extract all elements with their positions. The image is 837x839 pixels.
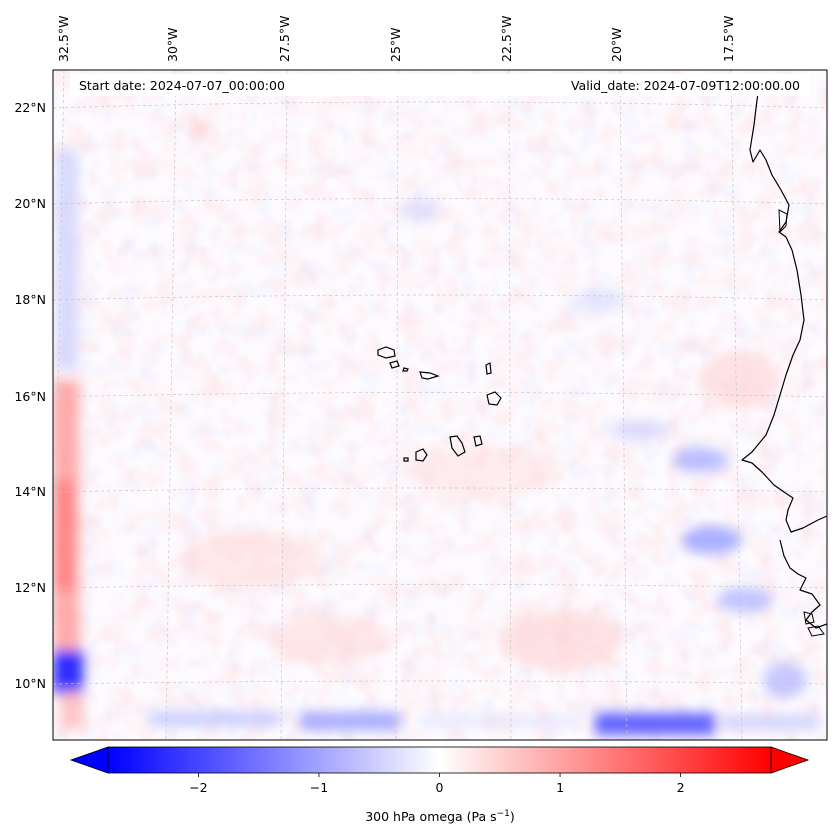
lon-label: 30°W <box>165 27 180 62</box>
start-date-annotation: Start date: 2024-07-07_00:00:00 <box>79 78 285 93</box>
lon-label: 27.5°W <box>277 16 292 62</box>
lon-label: 20°W <box>609 27 624 62</box>
lon-label: 22.5°W <box>499 16 514 62</box>
lon-label: 17.5°W <box>721 16 736 62</box>
lat-label: 10°N <box>14 676 46 691</box>
colorbar-ticks: −2 −1 0 1 2 <box>189 773 685 795</box>
lat-label: 12°N <box>14 580 46 595</box>
colorbar-tick-label: −2 <box>189 780 207 795</box>
colorbar-tick-label: −1 <box>310 780 328 795</box>
cape-verde-islands <box>377 346 502 462</box>
lat-label: 16°N <box>14 389 46 404</box>
map-frame <box>52 69 828 741</box>
lat-label: 20°N <box>14 196 46 211</box>
colorbar-max-extend <box>770 746 810 774</box>
lat-label: 22°N <box>14 100 46 115</box>
colorbar: −2 −1 0 1 2 300 hPa omega (Pa s−1) <box>69 746 810 824</box>
graticule <box>53 70 827 740</box>
colorbar-label: 300 hPa omega (Pa s−1) <box>365 809 515 824</box>
colorbar-tick-label: 2 <box>677 780 685 795</box>
africa-coastline <box>741 79 827 533</box>
colorbar-min-extend <box>69 746 109 774</box>
lon-label: 25°W <box>388 27 403 62</box>
colorbar-tick-label: 1 <box>556 780 564 795</box>
colorbar-gradient <box>107 746 772 774</box>
omega-field <box>53 70 827 740</box>
lat-label: 14°N <box>14 484 46 499</box>
longitude-labels: 32.5°W 30°W 27.5°W 25°W 22.5°W 20°W 17.5… <box>56 16 736 62</box>
valid-date-annotation: Valid_date: 2024-07-09T12:00:00.00 <box>571 78 800 93</box>
colorbar-tick-label: 0 <box>436 780 444 795</box>
africa-coastline-south <box>779 539 827 629</box>
latitude-labels: 22°N 20°N 18°N 16°N 14°N 12°N 10°N <box>14 100 46 691</box>
lon-label: 32.5°W <box>56 16 71 62</box>
lat-label: 18°N <box>14 292 46 307</box>
